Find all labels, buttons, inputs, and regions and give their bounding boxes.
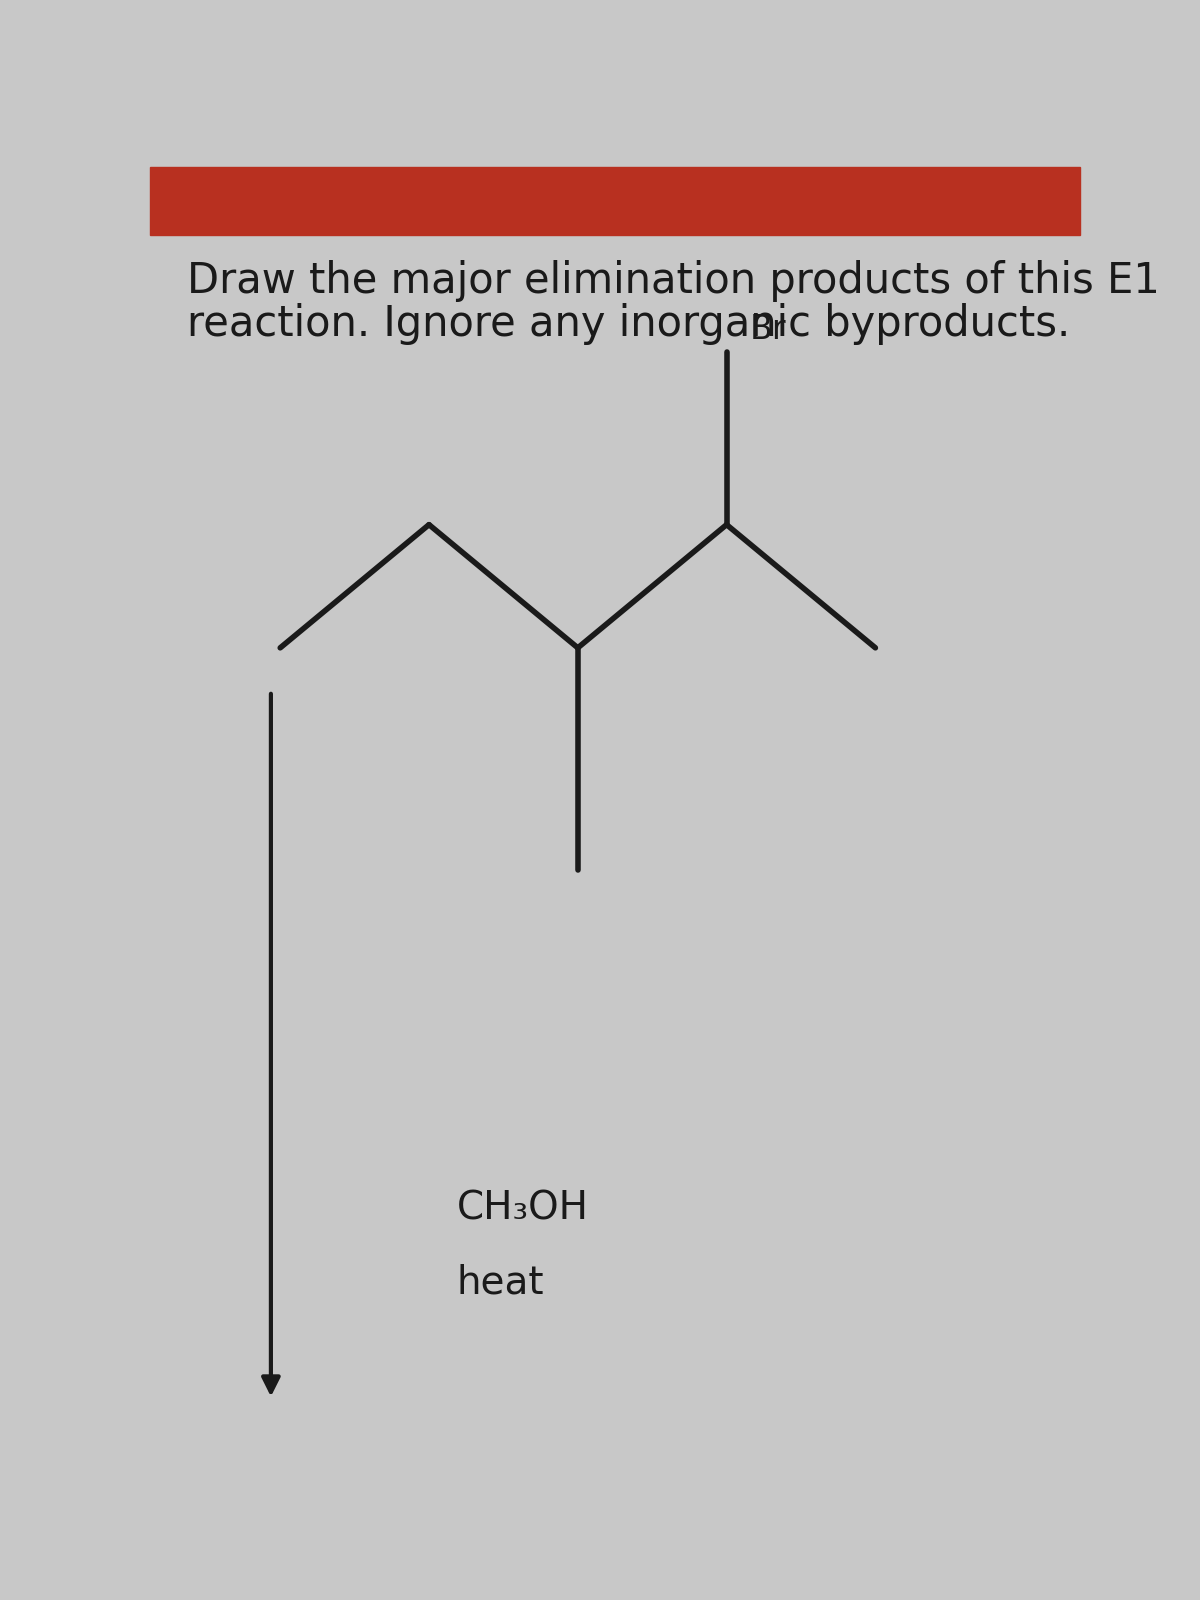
Text: Draw the major elimination products of this E1: Draw the major elimination products of t… bbox=[187, 259, 1160, 302]
Text: CH₃OH: CH₃OH bbox=[457, 1189, 589, 1227]
Text: reaction. Ignore any inorganic byproducts.: reaction. Ignore any inorganic byproduct… bbox=[187, 302, 1070, 346]
Text: Br: Br bbox=[750, 314, 786, 346]
FancyBboxPatch shape bbox=[150, 168, 1080, 235]
Text: heat: heat bbox=[457, 1264, 545, 1301]
